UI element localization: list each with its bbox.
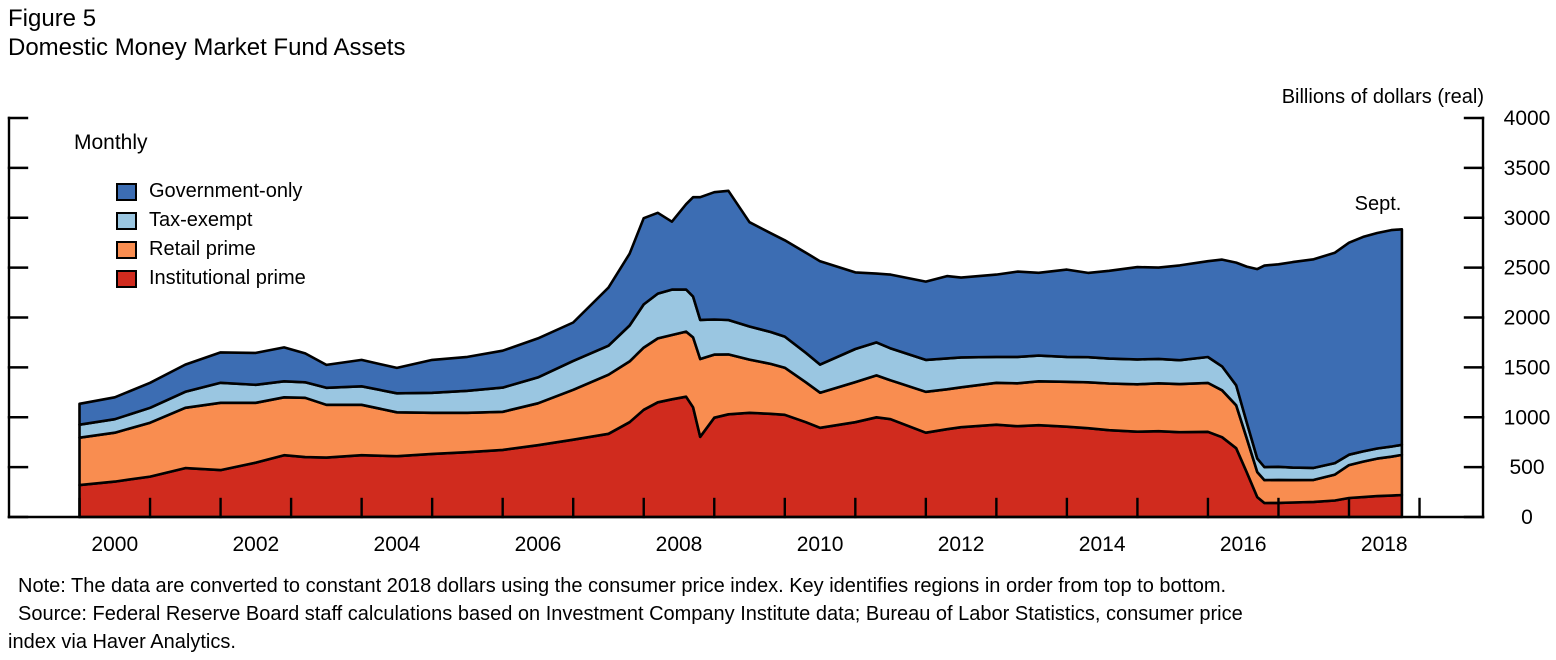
source-line: Source: Federal Reserve Board staff calc… <box>18 603 1243 625</box>
area-band-government-only <box>78 189 1404 470</box>
legend-swatch-tax-exempt <box>116 211 137 230</box>
x-tick-label-2000: 2000 <box>91 533 138 556</box>
y-tick-label-1000: 1000 <box>1504 406 1551 429</box>
chart-legend: Government-only Tax-exempt Retail prime Ins… <box>116 177 306 293</box>
legend-item-institutional-prime: Institutional prime <box>116 264 306 293</box>
figure-title: Domestic Money Market Fund Assets <box>8 34 406 61</box>
x-tick-label-2014: 2014 <box>1079 533 1126 556</box>
x-tick-label-2018: 2018 <box>1361 533 1408 556</box>
y-tick-label-2500: 2500 <box>1504 257 1551 280</box>
legend-swatch-retail-prime <box>116 240 137 259</box>
last-observation-label: Sept. <box>1354 193 1402 215</box>
x-tick-label-2006: 2006 <box>515 533 562 556</box>
legend-label-government-only: Government-only <box>149 180 303 202</box>
legend-label-retail-prime: Retail prime <box>149 238 256 260</box>
y-axis-unit-label: Billions of dollars (real) <box>1281 86 1484 108</box>
figure-label: Figure 5 <box>8 5 97 32</box>
legend-swatch-government-only <box>116 182 137 201</box>
y-tick-label-3000: 3000 <box>1504 207 1551 230</box>
y-tick-label-500: 500 <box>1509 456 1544 479</box>
x-tick-label-2010: 2010 <box>797 533 844 556</box>
title-block: Figure 5 Domestic Money Market Fund Asse… <box>8 4 405 62</box>
source-line-continued: index via Haver Analytics. <box>8 631 236 653</box>
legend-item-tax-exempt: Tax-exempt <box>116 206 306 235</box>
y-tick-label-4000: 4000 <box>1504 107 1551 130</box>
x-tick-label-2002: 2002 <box>232 533 279 556</box>
note-block: Note: The data are converted to constant… <box>8 572 1528 656</box>
x-tick-label-2008: 2008 <box>656 533 703 556</box>
legend-item-government-only: Government-only <box>116 177 306 206</box>
frequency-label: Monthly <box>74 131 148 154</box>
legend-label-institutional-prime: Institutional prime <box>149 267 306 289</box>
note-line: Note: The data are converted to constant… <box>18 575 1227 597</box>
y-tick-label-1500: 1500 <box>1504 356 1551 379</box>
x-tick-label-2016: 2016 <box>1220 533 1267 556</box>
y-tick-label-2000: 2000 <box>1504 307 1551 330</box>
y-tick-label-0: 0 <box>1521 506 1533 529</box>
x-tick-label-2012: 2012 <box>938 533 985 556</box>
legend-item-retail-prime: Retail prime <box>116 235 306 264</box>
legend-label-tax-exempt: Tax-exempt <box>149 209 253 231</box>
y-tick-label-3500: 3500 <box>1504 157 1551 180</box>
legend-swatch-institutional-prime <box>116 269 137 288</box>
x-tick-label-2004: 2004 <box>374 533 421 556</box>
